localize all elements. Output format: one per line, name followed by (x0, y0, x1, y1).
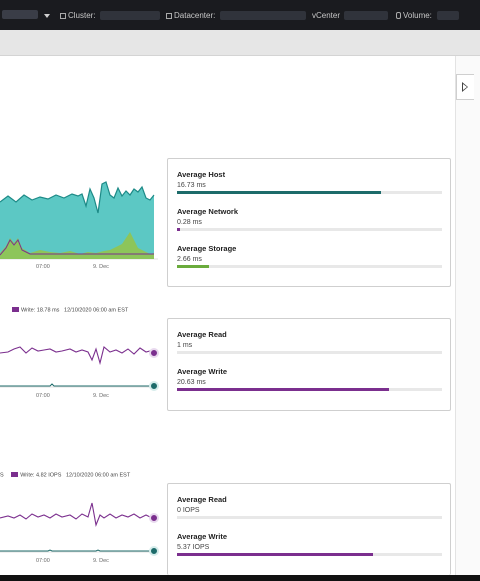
panel-toggle-button[interactable] (456, 74, 474, 100)
latency-area-chart: 07:00 9. Dec (0, 158, 165, 274)
read-iops-line (0, 549, 154, 552)
average-host-metric: Average Host 16.73 ms (177, 170, 442, 194)
metric-bar-fill (177, 553, 374, 556)
metric-bar (177, 265, 442, 268)
cluster-blurred-value (100, 11, 160, 20)
legend-timestamp: 12/10/2020 06:00 am EST (64, 307, 129, 314)
write-swatch (11, 472, 19, 477)
x-tick-label: 9. Dec (93, 393, 109, 399)
datacenter-blurred-value (220, 11, 306, 20)
play-arrow-icon (462, 82, 468, 92)
metric-bar-fill (177, 388, 389, 391)
iops-chart: S Write: 4.82 IOPS 12/10/2020 06:00 am E… (0, 470, 165, 570)
vcenter-filter[interactable]: vCenter (312, 11, 341, 20)
x-tick-label: 9. Dec (93, 264, 109, 270)
write-iops-end-marker (149, 513, 159, 523)
average-read-metric: Average Read 1 ms (177, 330, 442, 354)
legend-timestamp: 12/10/2020 06:00 am EST (65, 472, 131, 479)
database-icon (396, 12, 401, 19)
average-storage-metric: Average Storage 2.66 ms (177, 244, 442, 268)
latency-stats-card: Average Host 16.73 ms Average Network 0.… (167, 158, 451, 287)
selector-blurred-value[interactable] (2, 10, 38, 19)
rw-latency-chart: Write: 18.78 ms 12/10/2020 06:00 am EST … (0, 305, 165, 405)
cluster-filter[interactable]: Cluster: (60, 11, 96, 21)
chevron-down-icon[interactable] (44, 14, 50, 18)
legend-prefix: S (0, 472, 4, 479)
metric-bar-fill (177, 191, 382, 194)
vcenter-blurred-value (344, 11, 388, 20)
metric-value: 1 ms (177, 342, 193, 349)
write-swatch (12, 307, 19, 312)
average-read-metric: Average Read 0 IOPS (177, 495, 442, 519)
metric-bar (177, 351, 442, 354)
iops-plot (0, 502, 159, 556)
chart-legend: S Write: 4.82 IOPS 12/10/2020 06:00 am E… (0, 472, 130, 479)
iops-stats-card: Average Read 0 IOPS Average Write 5.37 I… (167, 483, 451, 575)
write-latency-line (0, 346, 155, 366)
average-write-metric: Average Write 20.63 ms (177, 367, 442, 391)
metric-title: Average Write (177, 367, 228, 376)
legend-write: Write: 18.78 ms (21, 307, 60, 314)
metric-title: Average Storage (177, 244, 237, 253)
metric-title: Average Read (177, 495, 227, 504)
metric-title: Average Host (177, 170, 226, 179)
metric-value: 5.37 IOPS (177, 544, 210, 551)
write-iops-line (0, 502, 155, 527)
volume-blurred-value (437, 11, 459, 20)
metric-bar (177, 191, 442, 194)
metric-value: 0.28 ms (177, 219, 202, 226)
legend-write: Write: 4.82 IOPS (20, 472, 62, 479)
metric-bar (177, 388, 442, 391)
volume-filter[interactable]: Volume: (396, 11, 432, 21)
latency-chart-plot (0, 181, 158, 260)
metric-bar (177, 553, 442, 556)
chart-legend: Write: 18.78 ms 12/10/2020 06:00 am EST (0, 307, 128, 314)
network-latency-line (0, 239, 154, 256)
datacenter-filter[interactable]: Datacenter: (166, 11, 215, 21)
average-network-metric: Average Network 0.28 ms (177, 207, 442, 231)
metric-title: Average Write (177, 532, 228, 541)
metric-value: 0 IOPS (177, 507, 200, 514)
host-latency-area (0, 182, 154, 259)
metric-bar-fill (177, 228, 180, 231)
x-tick-label: 07:00 (36, 558, 50, 564)
metric-title: Average Read (177, 330, 227, 339)
x-tick-label: 9. Dec (93, 558, 109, 564)
datacenter-icon (166, 13, 172, 19)
cluster-icon (60, 13, 66, 19)
metric-value: 2.66 ms (177, 256, 202, 263)
read-latency-line (0, 383, 154, 387)
bottom-edge (0, 575, 480, 581)
average-write-metric: Average Write 5.37 IOPS (177, 532, 442, 556)
metric-bar (177, 516, 442, 519)
read-latency-end-marker (149, 381, 159, 391)
x-tick-label: 07:00 (36, 264, 50, 270)
toolbar-band (0, 30, 480, 56)
write-latency-end-marker (149, 348, 159, 358)
side-panel-strip (455, 56, 480, 575)
metric-value: 20.63 ms (177, 379, 206, 386)
rw-latency-stats-card: Average Read 1 ms Average Write 20.63 ms (167, 318, 451, 411)
metric-bar (177, 228, 442, 231)
metric-value: 16.73 ms (177, 182, 206, 189)
context-bar: Cluster: Datacenter: vCenter Volume: (0, 0, 480, 30)
x-tick-label: 07:00 (36, 393, 50, 399)
metric-title: Average Network (177, 207, 238, 216)
rw-latency-plot (0, 346, 159, 391)
metric-bar-fill (177, 265, 209, 268)
read-iops-end-marker (149, 546, 159, 556)
host-latency-line (0, 181, 155, 214)
storage-latency-area (0, 232, 154, 259)
